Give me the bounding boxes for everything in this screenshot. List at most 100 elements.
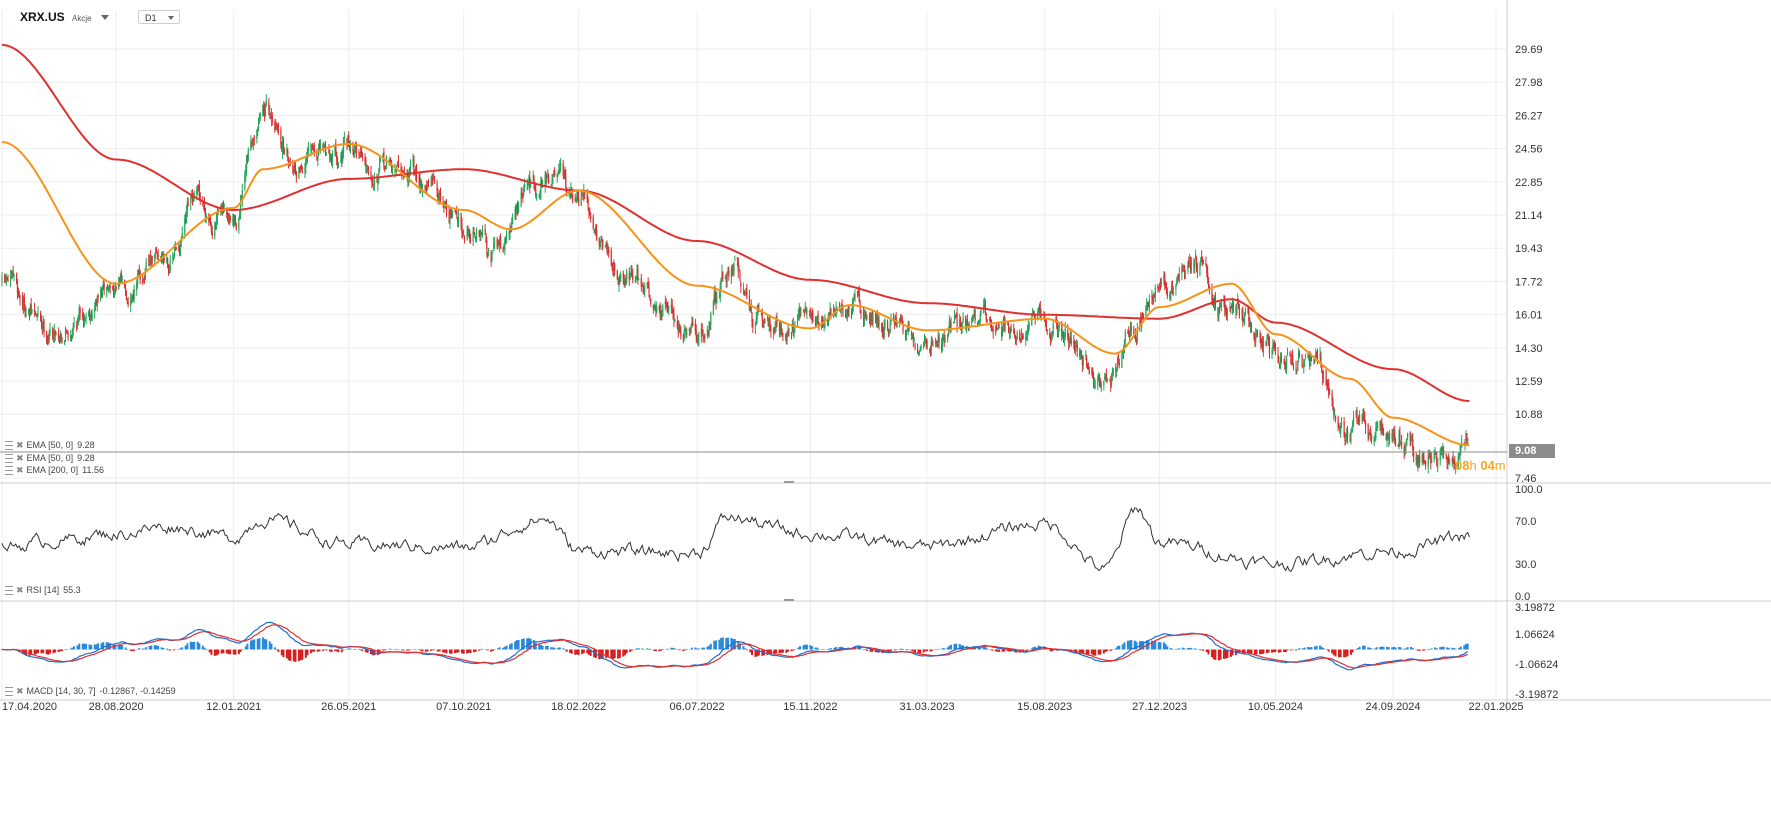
candle-body (902, 322, 904, 332)
macd-histogram-bar (1159, 642, 1162, 650)
candle-body (973, 309, 975, 317)
macd-histogram-bar (1111, 649, 1114, 650)
candle-body (1219, 304, 1222, 308)
candle-body (1082, 358, 1084, 367)
indicator-legend-ema-c[interactable]: ✖ EMA [200, 0] 11.56 (5, 465, 104, 476)
timeframe-select[interactable]: D1 (138, 10, 180, 24)
macd-histogram-bar (685, 649, 688, 650)
candle-body (25, 313, 27, 315)
chevron-down-icon[interactable] (100, 15, 109, 21)
candle-body (262, 104, 264, 116)
candle-body (96, 296, 98, 307)
candle-body (664, 301, 666, 305)
close-icon[interactable]: ✖ (16, 440, 24, 450)
candle-body (313, 148, 315, 153)
macd-histogram-bar (1363, 645, 1366, 650)
candle-body (1154, 287, 1156, 298)
candle-body (28, 310, 30, 312)
date-tick-label: 17.04.2020 (2, 701, 57, 713)
candle-body (1376, 422, 1379, 427)
candle-body (385, 160, 388, 167)
macd-histogram-bar (268, 641, 271, 650)
candle-body (511, 217, 514, 224)
candle-body (971, 321, 973, 324)
macd-histogram-bar (1356, 648, 1359, 650)
candle-body (914, 342, 916, 348)
macd-histogram-bar (395, 649, 398, 650)
candle-body (776, 317, 778, 325)
indicator-legend-ema-b[interactable]: ✖ EMA [50, 0] 9.28 (5, 453, 95, 464)
candle-body (472, 231, 474, 242)
macd-histogram-bar (649, 649, 652, 650)
candle-body (707, 331, 709, 335)
candle-body (1194, 259, 1196, 268)
candle-body (361, 154, 364, 158)
indicator-legend-macd[interactable]: ✖ MACD [14, 30, 7] -0.12867, -0.14259 (5, 686, 176, 697)
candle-body (566, 187, 568, 197)
close-icon[interactable]: ✖ (16, 465, 24, 475)
candle-body (732, 270, 734, 275)
macd-histogram-bar (593, 649, 596, 658)
symbol-selector[interactable]: XRX.US Akcje (20, 10, 109, 24)
candle-body (905, 331, 907, 336)
candle-body (502, 247, 504, 252)
close-icon[interactable]: ✖ (16, 453, 24, 463)
macd-histogram-bar (802, 645, 805, 650)
indicator-value: 9.28 (77, 453, 95, 463)
candle-body (349, 145, 351, 153)
candle-body (331, 153, 333, 163)
candle-body (790, 332, 793, 334)
macd-histogram-bar (598, 649, 601, 660)
candle-body (436, 182, 438, 191)
candle-body (282, 140, 285, 149)
candle-body (727, 269, 729, 274)
settings-icon[interactable] (5, 454, 13, 464)
candle-body (1457, 456, 1459, 468)
settings-icon[interactable] (5, 466, 13, 476)
macd-histogram-bar (1207, 649, 1210, 655)
candle-body (457, 217, 459, 223)
candle-body (560, 162, 562, 168)
macd-histogram-bar (443, 649, 446, 653)
candle-body (601, 239, 603, 241)
candle-body (1124, 332, 1126, 341)
candle-body (1399, 432, 1401, 441)
candle-body (316, 150, 318, 160)
candle-body (136, 275, 139, 285)
candle-body (1289, 352, 1291, 356)
close-icon[interactable]: ✖ (16, 585, 24, 595)
macd-histogram-bar (934, 649, 937, 650)
macd-histogram-bar (586, 649, 589, 654)
candle-body (857, 291, 860, 294)
settings-icon[interactable] (5, 586, 13, 596)
candle-body (7, 278, 9, 282)
candle-body (226, 209, 228, 216)
candle-body (1067, 330, 1069, 337)
candle-body (1308, 357, 1310, 360)
candle-body (1115, 366, 1117, 373)
candle-body (880, 323, 883, 328)
candle-body (1249, 325, 1252, 328)
macd-histogram-bar (515, 640, 518, 650)
macd-histogram-bar (1379, 646, 1382, 650)
macd-histogram-bar (1466, 643, 1469, 650)
candle-body (953, 321, 955, 323)
candle-body (28, 309, 31, 314)
candle-body (228, 216, 231, 222)
candle-body (1109, 379, 1111, 382)
macd-histogram-bar (1464, 643, 1467, 650)
indicator-legend-rsi[interactable]: ✖ RSI [14] 55.3 (5, 585, 81, 596)
close-icon[interactable]: ✖ (16, 686, 24, 696)
macd-histogram-bar (85, 643, 88, 650)
settings-icon[interactable] (5, 687, 13, 697)
candle-body (996, 328, 999, 329)
indicator-legend-ema-a[interactable]: ✖ EMA [50, 0] 9.28 (5, 440, 95, 451)
candle-body (1001, 327, 1004, 336)
macd-histogram-bar (996, 649, 999, 652)
macd-histogram-bar (936, 649, 939, 650)
candle-body (1253, 332, 1255, 339)
settings-icon[interactable] (5, 441, 13, 451)
candle-body (281, 145, 283, 152)
candle-body (887, 328, 890, 335)
